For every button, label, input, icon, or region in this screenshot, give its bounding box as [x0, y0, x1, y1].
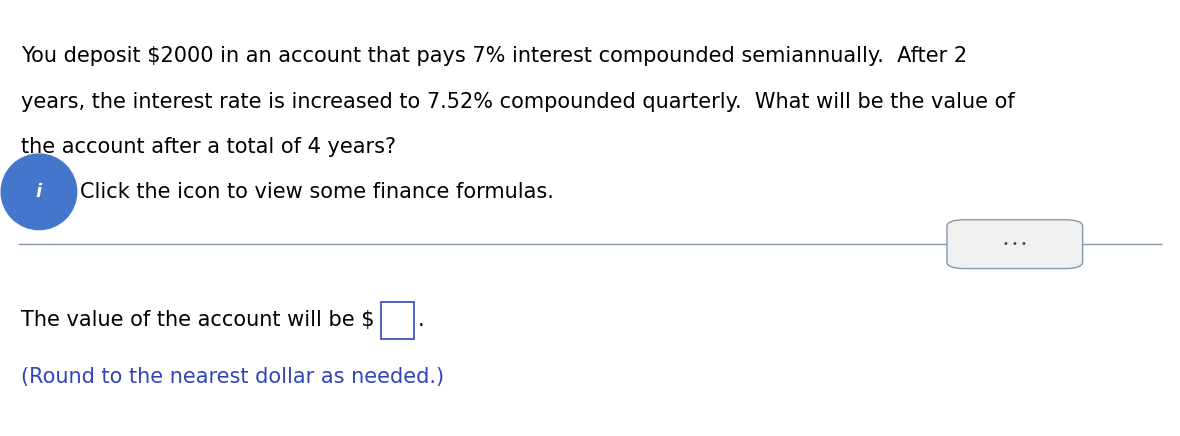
Text: years, the interest rate is increased to 7.52% compounded quarterly.  What will : years, the interest rate is increased to…: [21, 92, 1015, 112]
Text: • • •: • • •: [1003, 239, 1027, 249]
Text: Click the icon to view some finance formulas.: Click the icon to view some finance form…: [80, 182, 555, 202]
Text: You deposit $2000 in an account that pays 7% interest compounded semiannually.  : You deposit $2000 in an account that pay…: [21, 46, 968, 66]
FancyBboxPatch shape: [381, 302, 414, 339]
Text: (Round to the nearest dollar as needed.): (Round to the nearest dollar as needed.): [21, 367, 445, 387]
Text: the account after a total of 4 years?: the account after a total of 4 years?: [21, 137, 396, 157]
Text: i: i: [35, 183, 42, 201]
FancyBboxPatch shape: [946, 220, 1083, 269]
Text: The value of the account will be $: The value of the account will be $: [21, 310, 375, 330]
Ellipse shape: [1, 154, 77, 230]
Text: .: .: [418, 310, 425, 330]
